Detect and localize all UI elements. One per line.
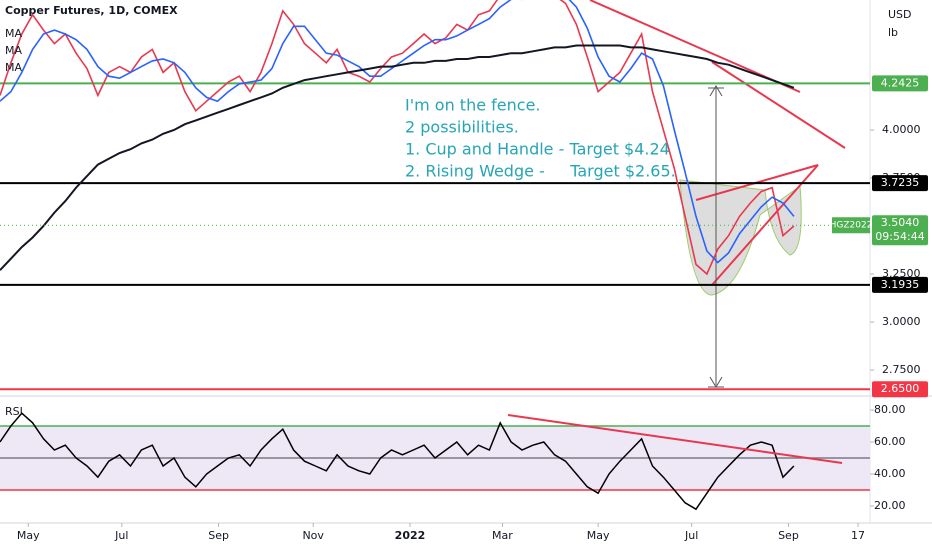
chart-title: Copper Futures, 1D, COMEX [5, 4, 178, 17]
x-tick-label: Nov [302, 529, 324, 542]
ma-line [0, 44, 795, 271]
annotation-line: I'm on the fence. [405, 96, 541, 115]
x-tick-label: Jul [684, 529, 698, 542]
unit: lb [888, 26, 898, 39]
x-tick-label: Mar [492, 529, 513, 542]
rsi-trend-line [507, 414, 843, 464]
rsi-tick-label: 20.00 [874, 499, 906, 512]
rsi-pane: 80.00 60.00 40.00 20.00 [0, 403, 906, 512]
ticker: HGZ2022 [830, 221, 873, 231]
legend-item: MA [5, 27, 22, 40]
annotation-line: 2 possibilities. [405, 118, 519, 137]
level-label-box [872, 75, 928, 92]
y-tick-label: 2.7500 [882, 363, 921, 376]
countdown: 09:54:44 [875, 230, 924, 243]
level-label: 2.6500 [881, 382, 920, 395]
trend-line [711, 61, 846, 149]
last-price: 3.5040 [881, 216, 920, 229]
x-tick-label: Sep [778, 529, 799, 542]
ma-line [0, 0, 795, 264]
x-tick-label: Jul [114, 529, 128, 542]
rsi-group [0, 412, 843, 511]
y-tick-label: 3.0000 [882, 315, 921, 328]
last-price-box [872, 215, 928, 246]
rsi-tick-label: 80.00 [874, 403, 906, 416]
legend-item: MA [5, 44, 22, 57]
y-tick-label: 4.0000 [882, 123, 921, 136]
price-pane: 4.00003.75003.25003.00002.75004.24253.72… [0, 0, 928, 398]
level-label: 3.1935 [881, 278, 920, 291]
level-label: 4.2425 [881, 76, 920, 89]
level-label-box [872, 276, 928, 293]
level-label: 3.7235 [881, 176, 920, 189]
ticker-box [832, 217, 870, 234]
annotation-line: 1. Cup and Handle - Target $4.24 [405, 140, 670, 159]
rsi-tick-label: 60.00 [874, 435, 906, 448]
currency: USD [888, 8, 912, 21]
level-label-box [872, 175, 928, 192]
legend-item: MA [5, 61, 22, 74]
y-tick-label: 3.2500 [882, 267, 921, 280]
rsi-label: RSI [5, 405, 23, 418]
x-tick-label: May [17, 529, 40, 542]
x-tick-label: 17 [851, 529, 865, 542]
ma-line [0, 0, 795, 276]
x-tick-label: Sep [208, 529, 229, 542]
x-tick-label: May [587, 529, 610, 542]
rsi-line [0, 412, 795, 511]
annotation-line: 2. Rising Wedge - Target $2.65. [405, 162, 676, 181]
rsi-tick-label: 40.00 [874, 467, 906, 480]
x-tick-label: 2022 [395, 529, 426, 542]
level-label-box [872, 381, 928, 398]
series-group [0, 0, 795, 276]
cup-shape [679, 179, 802, 296]
